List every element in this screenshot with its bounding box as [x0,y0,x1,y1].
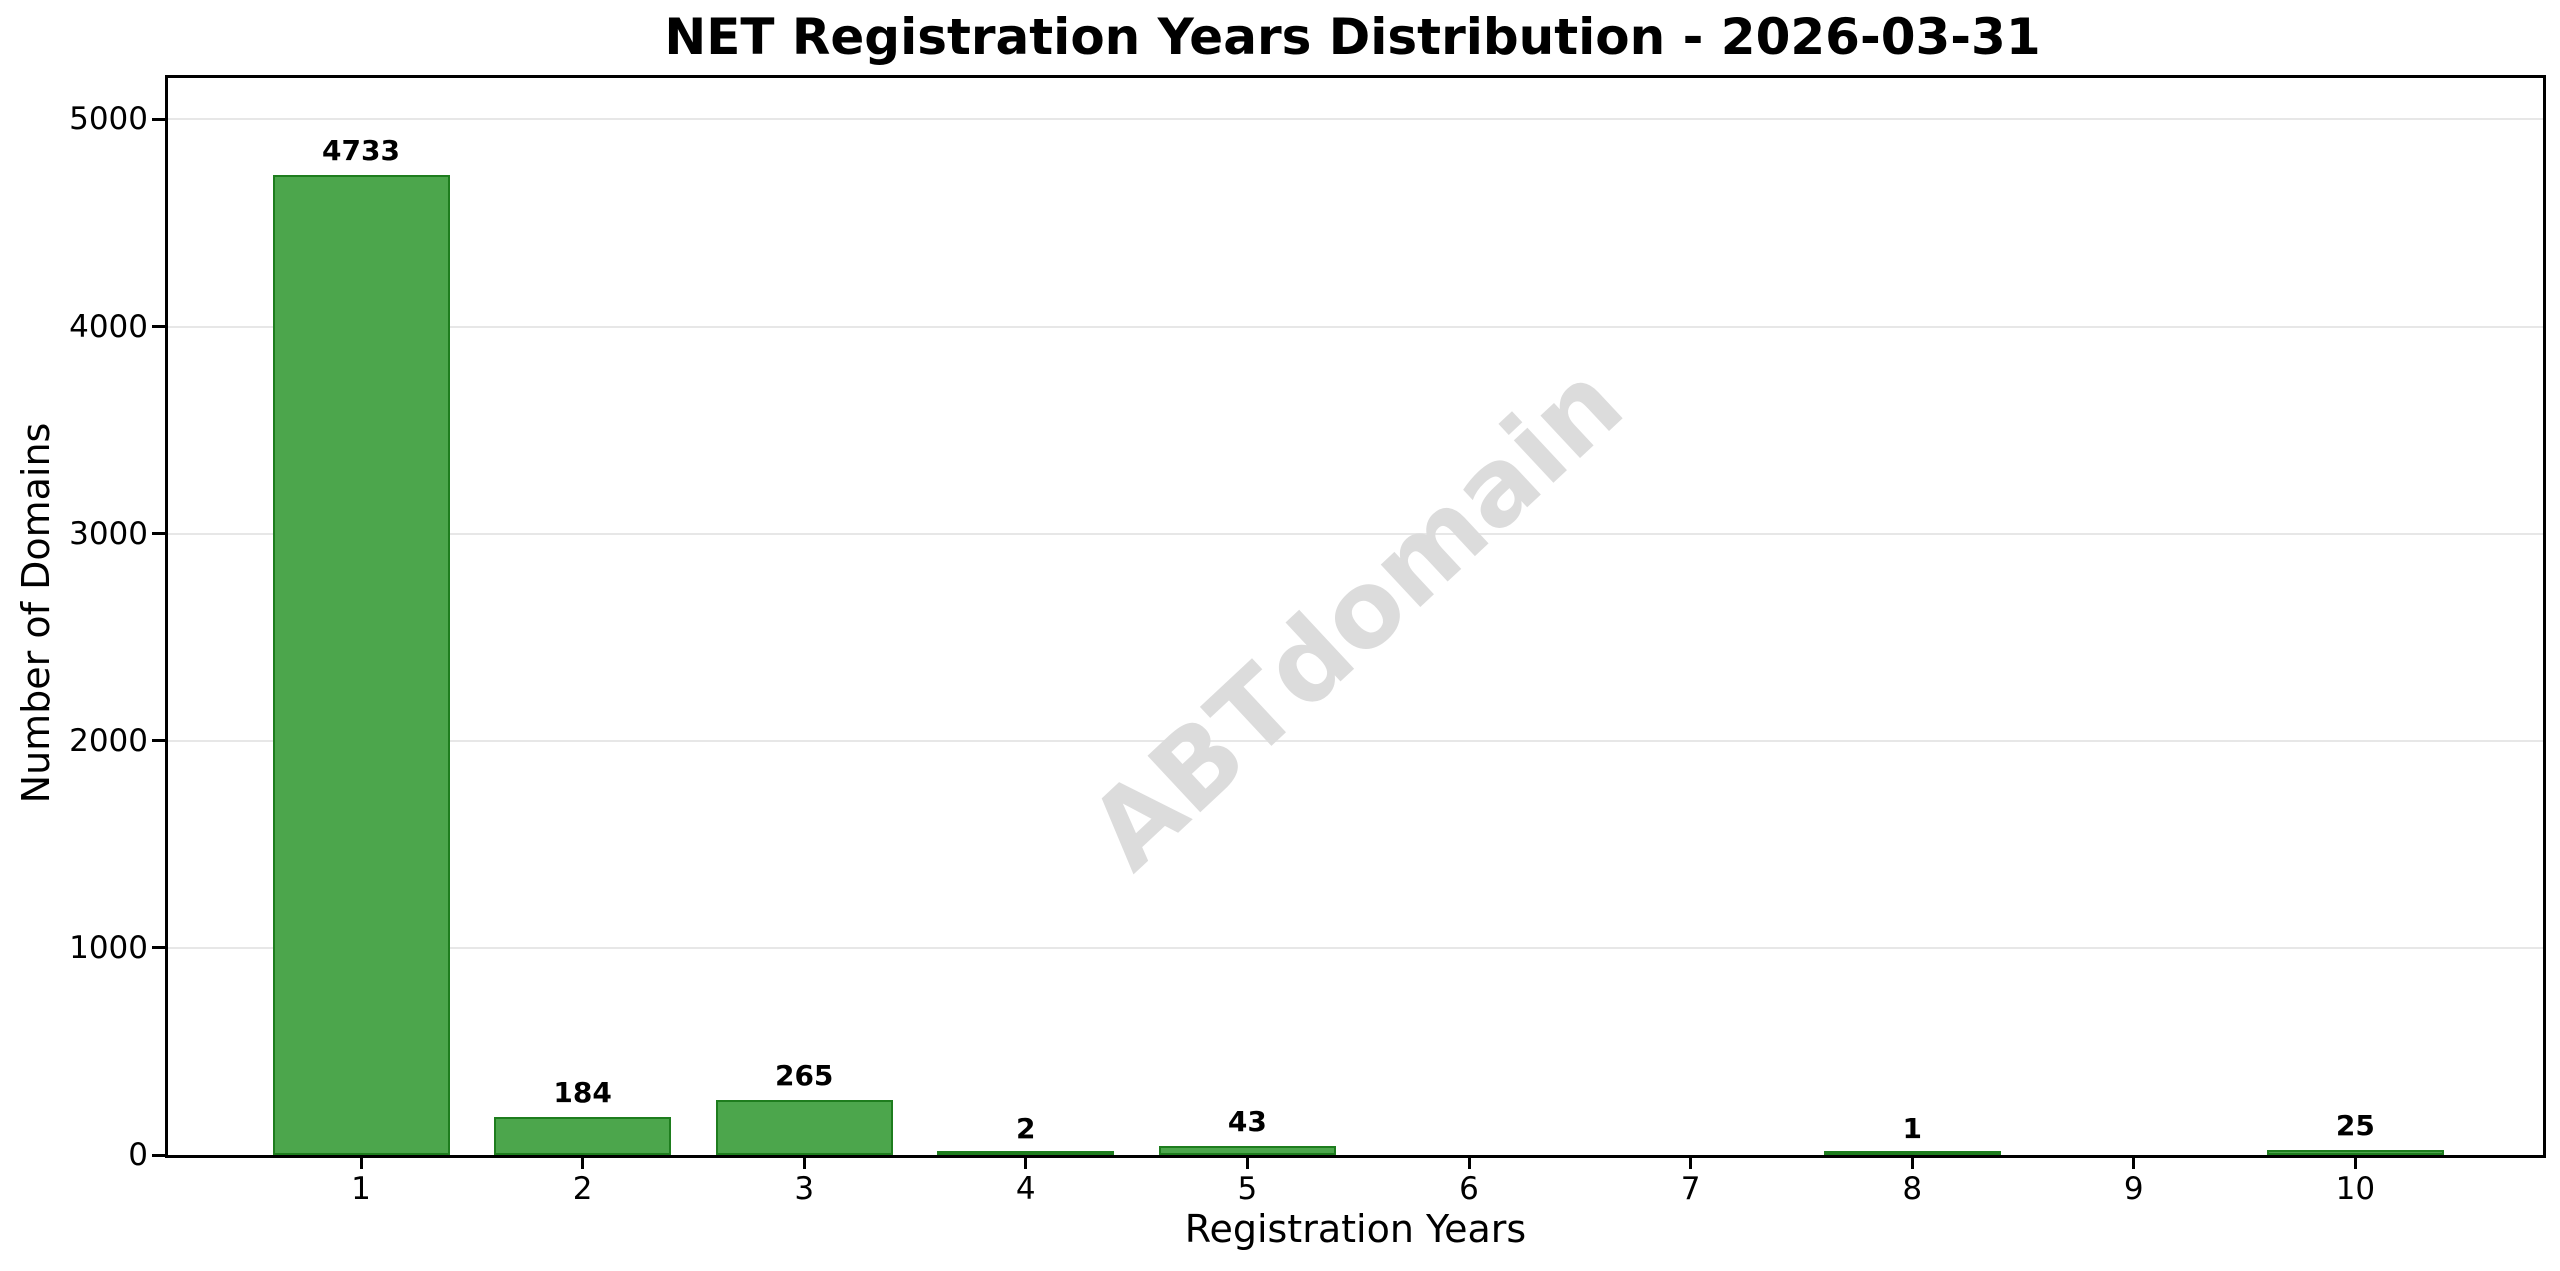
y-tick-mark [152,946,168,950]
y-tick-label: 4000 [69,308,148,345]
y-axis-label: Number of Domains [14,422,58,804]
x-tick-mark [2353,1155,2357,1169]
bar [494,1117,672,1155]
y-tick-label: 5000 [69,101,148,138]
y-tick-mark [152,117,168,121]
x-tick-mark [1689,1155,1693,1169]
y-tick-mark [152,739,168,743]
bar [715,1100,893,1155]
x-tick-mark [1910,1155,1914,1169]
x-tick-label: 9 [2123,1171,2144,1207]
x-tick-mark [2132,1155,2136,1169]
y-tick-mark [152,532,168,536]
bar [2266,1150,2444,1155]
bar-value-label: 43 [1227,1105,1267,1138]
bar-value-label: 1 [1902,1112,1922,1145]
gridline [168,325,2543,328]
gridline [168,532,2543,535]
bar-value-label: 265 [774,1059,834,1092]
bar-value-label: 4733 [322,134,400,167]
y-tick-mark [152,325,168,329]
x-axis-label: Registration Years [1184,1207,1527,1251]
x-tick-label: 7 [1680,1171,1701,1207]
x-tick-label: 2 [572,1171,593,1207]
x-tick-label: 6 [1459,1171,1479,1207]
y-tick-label: 1000 [69,929,148,966]
x-tick-label: 3 [794,1171,815,1207]
x-tick-label: 10 [2335,1171,2376,1207]
bar-value-label: 184 [553,1076,612,1109]
x-tick-mark [1467,1155,1471,1169]
x-tick-mark [802,1155,806,1169]
bar [1158,1146,1336,1155]
bar-value-label: 2 [1016,1112,1036,1145]
bar [937,1151,1115,1155]
x-tick-label: 4 [1015,1171,1036,1207]
bar [1823,1151,2001,1155]
x-tick-label: 8 [1902,1171,1923,1207]
x-tick-mark [1245,1155,1249,1169]
gridline [168,946,2543,949]
gridline [168,739,2543,742]
x-tick-mark [1024,1155,1028,1169]
x-tick-mark [581,1155,585,1169]
plot-area: ABTdomain 0 1000 2000 3000 4000 5000 1 4733 2 184… [69,75,2546,1207]
x-tick-label: 5 [1237,1171,1258,1207]
gridline [168,118,2543,121]
watermark: ABTdomain [1065,340,1646,893]
x-tick-mark [359,1155,363,1169]
y-tick-mark [152,1153,168,1157]
x-tick-label: 1 [351,1171,371,1207]
chart-title: NET Registration Years Distribution - 20… [664,8,2041,66]
bar [272,175,450,1155]
bar-value-label: 25 [2335,1109,2375,1142]
y-tick-label: 0 [128,1137,148,1173]
y-tick-label: 3000 [69,515,148,552]
y-tick-label: 2000 [69,722,148,759]
